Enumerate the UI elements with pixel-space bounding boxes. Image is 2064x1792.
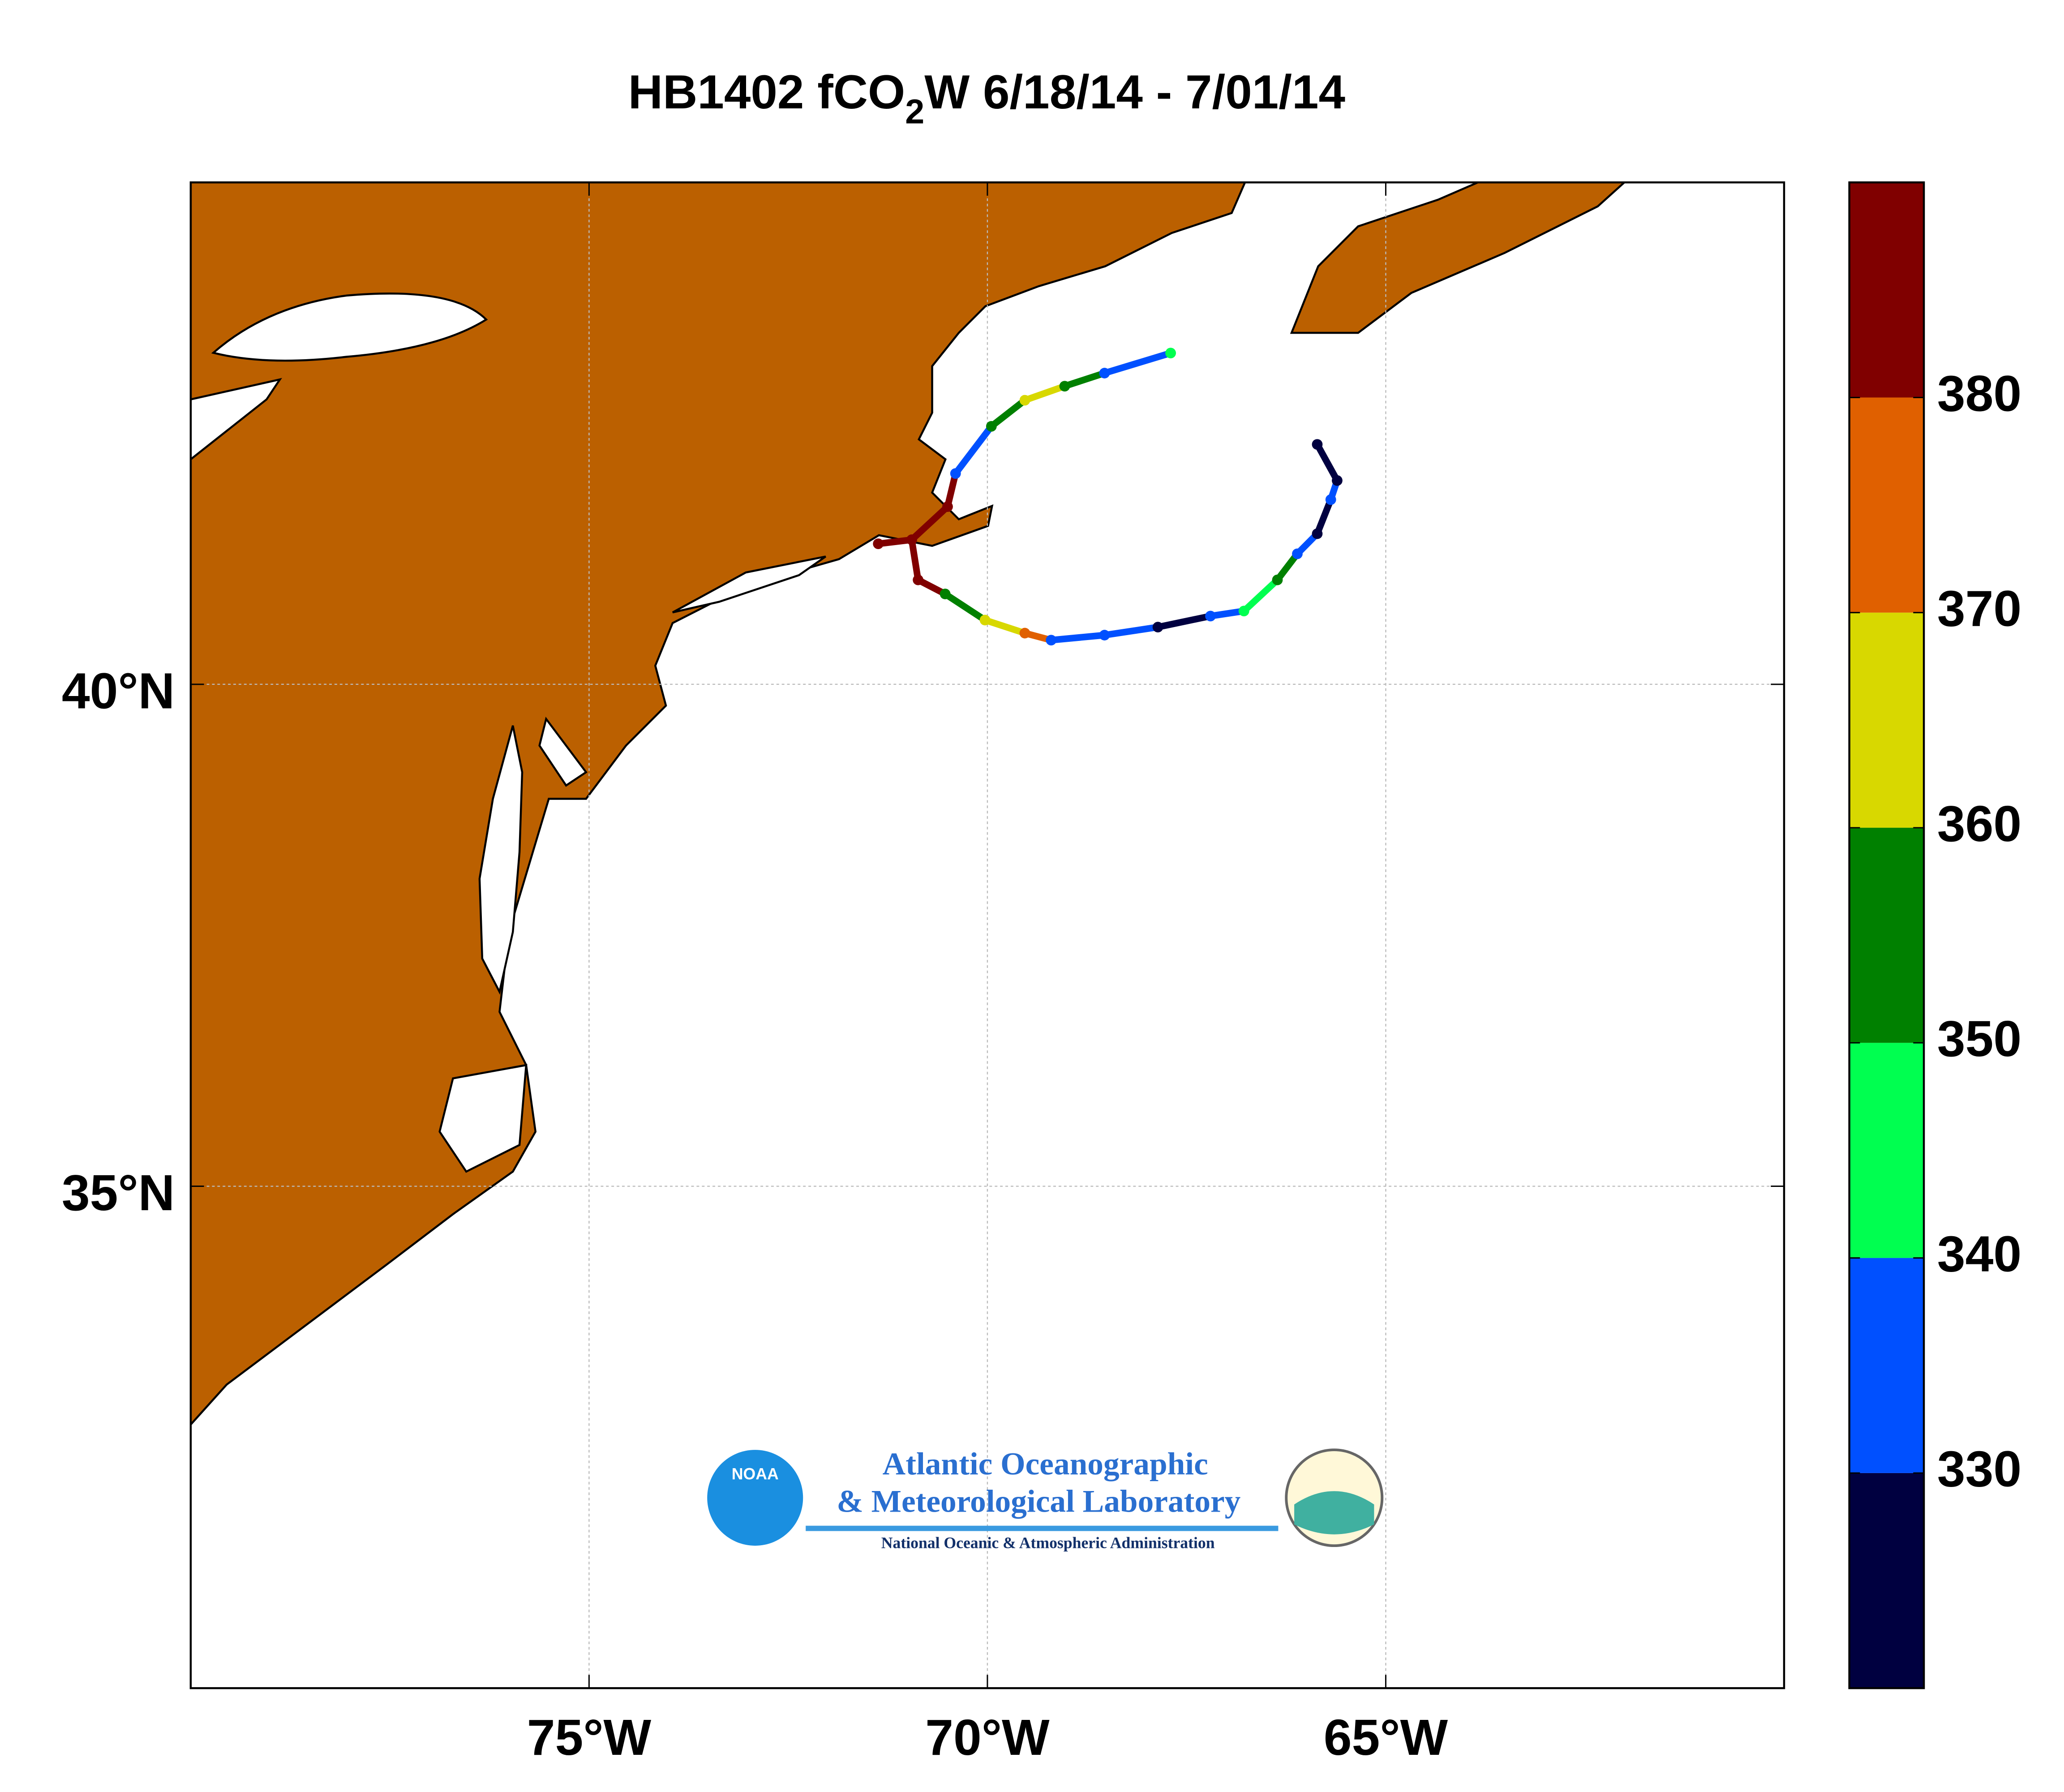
track-segment (1101, 623, 1162, 639)
x-tick-label: 70°W (925, 1709, 1050, 1766)
track-point (942, 501, 953, 512)
track-segment (1314, 441, 1341, 484)
track-point (913, 574, 924, 585)
delaware-bay (538, 717, 588, 787)
x-tick-label: 75°W (527, 1709, 652, 1766)
track-segment (988, 397, 1028, 430)
track-point (1292, 548, 1303, 559)
track-point (979, 615, 991, 626)
track-point (1152, 622, 1163, 633)
track-segment (982, 616, 1028, 636)
track-segment (908, 503, 951, 543)
noaa-emblem (707, 1450, 803, 1546)
colorbar-tick-label: 380 (1937, 365, 2021, 421)
aoml-wave (1294, 1491, 1374, 1534)
track-segment (952, 423, 995, 477)
logo: NOAA Atlantic Oceanographic & Meteorolog… (707, 1446, 1384, 1551)
track-point (1046, 635, 1057, 646)
track-segment (875, 536, 915, 547)
y-tick-label: 35°N (62, 1165, 175, 1221)
pamlico-sound (438, 1064, 528, 1173)
track-segment (908, 536, 922, 584)
track-point (1165, 348, 1176, 359)
x-tick-label: 65°W (1324, 1709, 1448, 1766)
track-segment (1154, 613, 1214, 631)
title-part: HB1402 fCO (628, 65, 905, 119)
track-point (1312, 528, 1323, 539)
track-point (1238, 606, 1249, 617)
track-segment (944, 470, 959, 510)
track-point (1099, 630, 1110, 640)
colorbar-tick-label: 340 (1937, 1225, 2021, 1282)
track-point (1272, 574, 1283, 585)
lake-erie (190, 378, 282, 461)
colorbar-bin (1849, 397, 1924, 613)
track-segment (1240, 576, 1281, 615)
colorbar-tick-label: 370 (1937, 580, 2021, 637)
track-segment (1314, 496, 1335, 537)
chesapeake-bay (478, 725, 524, 995)
colorbar-bin (1849, 1258, 1924, 1473)
track-point (1099, 368, 1110, 378)
long-island-sound (672, 555, 827, 614)
logo-line3: National Oceanic & Atmospheric Administr… (881, 1534, 1215, 1551)
plot-frame (189, 181, 1785, 1689)
track-point (873, 538, 884, 549)
lake-ontario (211, 292, 488, 362)
track-point (950, 468, 961, 479)
track-segment (942, 590, 989, 623)
colorbar-frame (1848, 181, 1925, 1689)
track-point (986, 421, 997, 432)
track-point (1312, 439, 1323, 450)
track-point (906, 534, 917, 546)
colorbar-tick-label: 360 (1937, 795, 2021, 852)
track-point (1059, 381, 1070, 392)
title: HB1402 fCO2W 6/18/14 - 7/01/14 (628, 65, 1345, 131)
track-segment (1021, 382, 1068, 404)
y-tick-label: 40°N (62, 662, 175, 719)
colorbar-tick-label: 330 (1937, 1441, 2021, 1497)
track-point (940, 589, 951, 600)
track-segment (1061, 370, 1108, 390)
logo-line1: Atlantic Oceanographic (883, 1446, 1208, 1482)
track-point (1325, 494, 1336, 505)
track-point (1205, 610, 1216, 622)
title-subscript: 2 (905, 93, 924, 131)
track-segment (1274, 550, 1301, 584)
track-point (1019, 395, 1030, 406)
colorbar-bin (1849, 828, 1924, 1043)
track (873, 348, 1343, 646)
track-segment (1207, 607, 1248, 619)
colorbar-bin (1849, 1473, 1924, 1689)
title-part: W 6/18/14 - 7/01/14 (924, 65, 1345, 119)
colorbar-tick-label: 350 (1937, 1010, 2021, 1067)
land (190, 182, 1626, 1426)
logo-rule (806, 1526, 1279, 1531)
coast-nova-scotia (1290, 182, 1626, 334)
track-segment (1101, 349, 1174, 377)
noaa-badge: NOAA (732, 1465, 779, 1483)
colorbar-bin (1849, 182, 1924, 398)
logo-line2: & Meteorological Laboratory (837, 1483, 1240, 1519)
colorbar-bin (1849, 612, 1924, 828)
colorbar: 330 340 350 360 370 380 (1848, 181, 2021, 1689)
colorbar-bin (1849, 1043, 1924, 1258)
track-point (1019, 627, 1030, 639)
track-segment (1047, 632, 1108, 644)
track-point (1332, 475, 1343, 486)
